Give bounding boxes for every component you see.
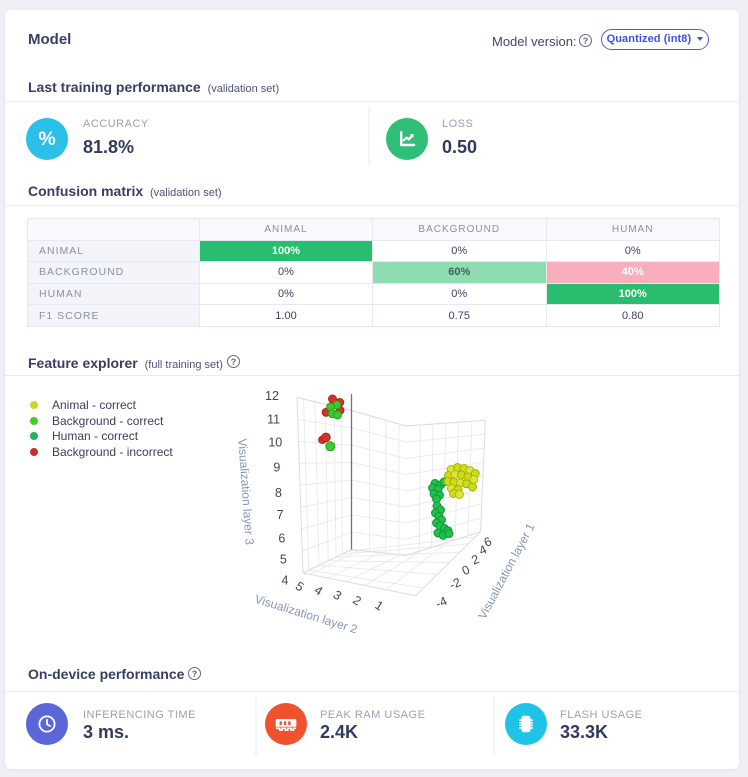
svg-text:-2: -2 [447,575,463,592]
svg-text:5: 5 [293,579,306,595]
svg-text:5: 5 [280,552,287,566]
svg-text:4: 4 [282,574,289,588]
svg-text:4: 4 [312,583,325,599]
svg-text:11: 11 [267,413,280,427]
svg-text:10: 10 [268,436,282,450]
svg-text:3: 3 [331,588,344,604]
svg-text:7: 7 [277,508,284,522]
svg-text:9: 9 [273,461,280,475]
svg-text:2: 2 [470,552,482,568]
svg-text:6: 6 [482,534,494,550]
svg-text:0: 0 [460,563,472,579]
svg-text:1: 1 [372,598,385,614]
svg-text:6: 6 [278,531,285,545]
svg-text:8: 8 [275,486,282,500]
svg-text:4: 4 [477,542,489,558]
svg-text:2: 2 [350,593,363,609]
svg-text:Visualization layer 2: Visualization layer 2 [253,592,359,637]
svg-text:12: 12 [265,389,279,403]
svg-text:-4: -4 [433,594,449,611]
svg-text:Visualization layer 3: Visualization layer 3 [235,438,256,546]
